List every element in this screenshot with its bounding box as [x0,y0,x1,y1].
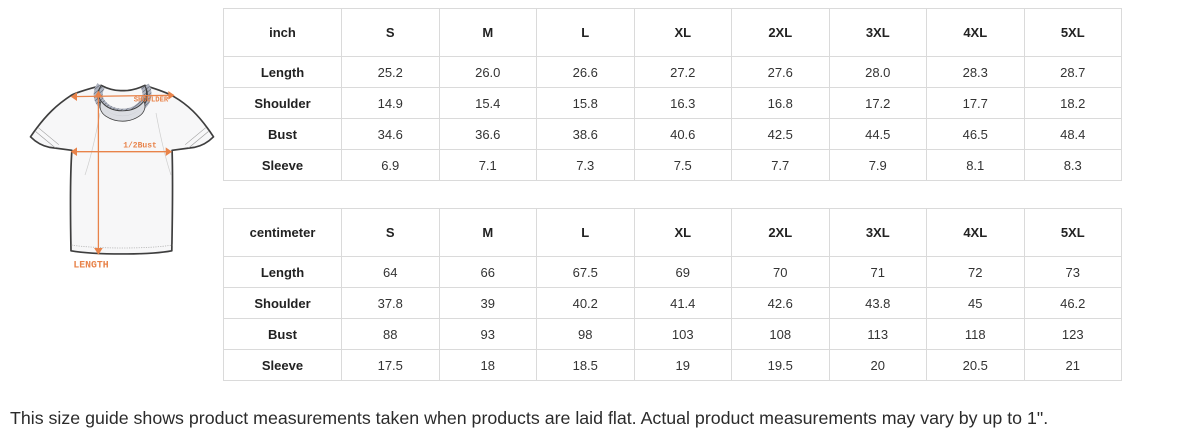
svg-text:1/2Bust: 1/2Bust [123,142,157,151]
svg-text:LENGTH: LENGTH [73,260,108,271]
svg-text:SHOULDER: SHOULDER [134,97,169,105]
